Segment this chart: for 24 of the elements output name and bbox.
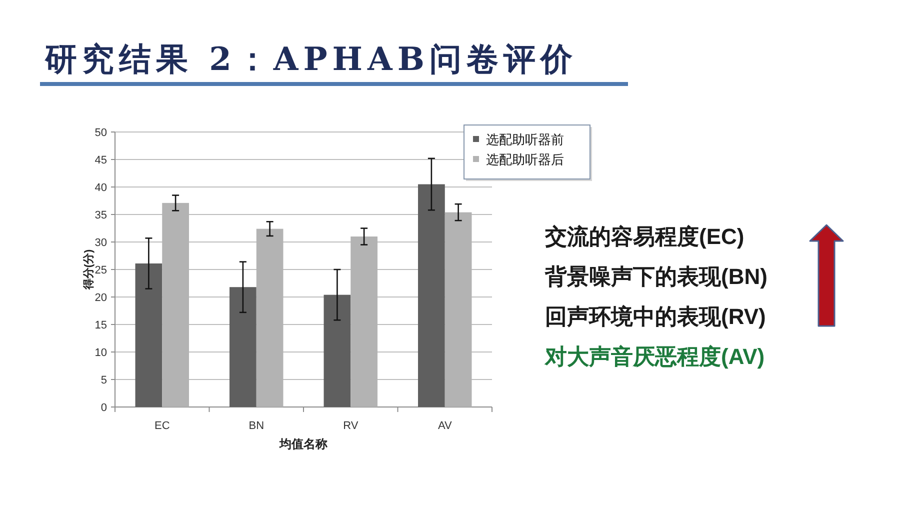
x-tick-label: RV bbox=[343, 420, 359, 432]
y-tick-label: 45 bbox=[94, 154, 107, 166]
y-tick-label: 20 bbox=[94, 292, 107, 304]
annotation: 回声环境中的表现(RV) bbox=[545, 304, 766, 329]
y-tick-label: 30 bbox=[94, 237, 107, 249]
y-tick-label: 25 bbox=[94, 264, 107, 276]
legend-label: 选配助听器前 bbox=[486, 132, 564, 147]
y-tick-label: 50 bbox=[94, 127, 107, 139]
y-tick-label: 40 bbox=[94, 182, 107, 194]
y-tick-label: 5 bbox=[100, 374, 107, 386]
y-tick-label: 10 bbox=[94, 347, 107, 359]
annotation: 背景噪声下的表现(BN) bbox=[545, 264, 768, 289]
y-tick-label: 15 bbox=[94, 320, 107, 332]
y-tick-label: 0 bbox=[100, 402, 107, 414]
y-tick-label: 35 bbox=[94, 210, 107, 222]
y-axis-title: 得分(分) bbox=[82, 249, 95, 291]
x-tick-label: AV bbox=[438, 420, 452, 432]
title: 研究结果 2：APHAB问卷评价 bbox=[45, 40, 578, 78]
annotation: 交流的容易程度(EC) bbox=[545, 224, 744, 249]
annotation: 对大声音厌恶程度(AV) bbox=[545, 344, 765, 369]
x-axis-title: 均值名称 bbox=[278, 437, 328, 451]
legend-label: 选配助听器后 bbox=[486, 152, 564, 167]
x-tick-label: BN bbox=[248, 420, 264, 432]
x-tick-label: EC bbox=[154, 420, 170, 432]
